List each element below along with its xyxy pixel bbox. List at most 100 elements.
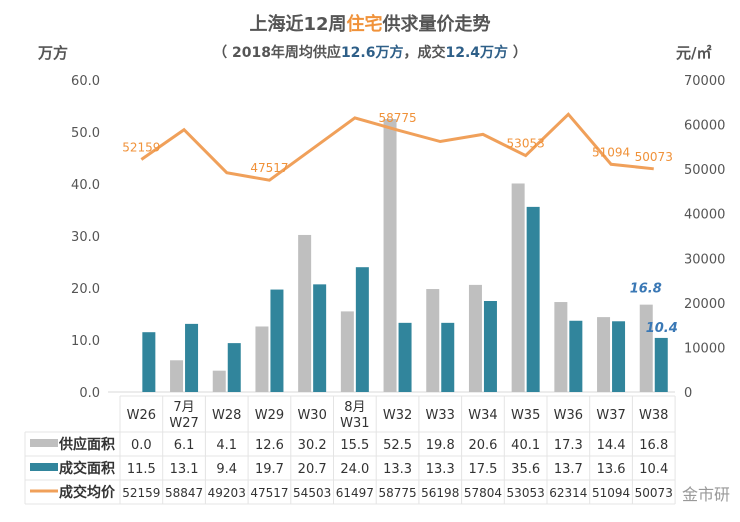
right-tick-label: 70000 <box>684 74 725 89</box>
chart-title: 上海近12周住宅供求量价走势 <box>0 10 740 36</box>
week-label: W34 <box>468 408 497 423</box>
supply-bar <box>426 289 440 392</box>
price-data-label: 52159 <box>122 141 160 155</box>
table-cell: 17.5 <box>468 462 497 477</box>
table-cell: 13.1 <box>170 462 199 477</box>
supply-bar <box>554 302 568 392</box>
subtitle-deal: 12.4万方 <box>445 45 509 61</box>
table-cell: 30.2 <box>298 438 327 453</box>
legend-label: 供应面积 <box>58 436 115 453</box>
table-cell: 52.5 <box>383 438 412 453</box>
left-tick-label: 60.0 <box>71 74 100 89</box>
deal-bar <box>185 323 199 392</box>
chart-subtitle: （ 2018年周均供应12.6万方，成交12.4万方 ） <box>0 42 740 62</box>
legend-swatch <box>30 439 58 447</box>
table-cell: 20.7 <box>298 462 327 477</box>
deal-bar <box>483 301 497 392</box>
table-cell: 4.1 <box>216 438 237 453</box>
left-tick-label: 20.0 <box>71 282 100 297</box>
legend-label: 成交均价 <box>59 484 116 501</box>
week-label: W30 <box>297 408 326 423</box>
table-cell: 15.5 <box>340 438 369 453</box>
deal-bar <box>142 332 156 392</box>
table-cell: 58775 <box>378 486 416 500</box>
table-cell: 14.4 <box>597 438 626 453</box>
price-data-label: 51094 <box>592 145 630 159</box>
table-cell: 56198 <box>421 486 459 500</box>
table-cell: 20.6 <box>468 438 497 453</box>
right-tick-label: 60000 <box>684 119 725 134</box>
price-data-label: 47517 <box>250 161 288 175</box>
table-cell: 10.4 <box>639 462 668 477</box>
supply-bar <box>340 311 354 392</box>
deal-bar <box>441 322 455 392</box>
right-tick-label: 10000 <box>684 341 725 356</box>
left-axis-unit: 万方 <box>38 44 69 62</box>
table-cell: 13.3 <box>426 462 455 477</box>
table-cell: 9.4 <box>216 462 237 477</box>
price-data-label: 50073 <box>635 150 673 164</box>
supply-bar <box>597 317 611 392</box>
week-label: W37 <box>596 408 625 423</box>
table-cell: 40.1 <box>511 438 540 453</box>
table-cell: 47517 <box>250 486 288 500</box>
table-cell: 13.6 <box>597 462 626 477</box>
week-label: W35 <box>511 408 540 423</box>
table-cell: 13.7 <box>554 462 583 477</box>
deal-bar <box>355 267 369 392</box>
table-cell: 19.7 <box>255 462 284 477</box>
table-cell: 11.5 <box>127 462 156 477</box>
legend-swatch <box>30 463 58 471</box>
title-prefix: 上海近12周 <box>249 14 347 35</box>
bar-data-label: 16.8 <box>630 282 662 297</box>
left-tick-label: 0.0 <box>79 386 100 401</box>
left-tick-label: 40.0 <box>71 178 100 193</box>
watermark: 金市研 <box>682 485 730 504</box>
deal-bar <box>569 320 583 392</box>
left-tick-label: 10.0 <box>71 334 100 349</box>
right-axis-unit: 元/㎡ <box>676 44 712 62</box>
table-cell: 51094 <box>592 486 630 500</box>
table-cell: 17.3 <box>554 438 583 453</box>
table-cell: 54503 <box>293 486 331 500</box>
supply-bar <box>170 360 184 392</box>
supply-bar <box>298 234 312 392</box>
right-tick-label: 40000 <box>684 208 725 223</box>
price-line <box>140 112 654 182</box>
subtitle-part: ，成交 <box>403 45 446 61</box>
table-cell: 19.8 <box>426 438 455 453</box>
table-cell: 13.3 <box>383 462 412 477</box>
table-cell: 52159 <box>122 486 160 500</box>
table-cell: 62314 <box>549 486 587 500</box>
deal-bar <box>398 322 412 392</box>
supply-bar <box>511 183 525 392</box>
table-cell: 58847 <box>165 486 203 500</box>
right-tick-label: 30000 <box>684 252 725 267</box>
table-cell: 53053 <box>507 486 545 500</box>
left-tick-label: 30.0 <box>71 230 100 245</box>
week-label: W28 <box>212 408 241 423</box>
week-label: W31 <box>340 416 369 431</box>
table-cell: 50073 <box>635 486 673 500</box>
deal-bar <box>227 343 241 392</box>
table-cell: 49203 <box>208 486 246 500</box>
bar-data-label: 10.4 <box>646 321 678 336</box>
deal-bar <box>612 321 626 392</box>
month-label: 7月 <box>173 400 194 415</box>
supply-bar <box>468 284 482 392</box>
legend-label: 成交面积 <box>59 460 115 477</box>
month-label: 8月 <box>344 400 365 415</box>
week-label: W32 <box>383 408 412 423</box>
week-label: W36 <box>554 408 583 423</box>
week-label: W38 <box>639 408 668 423</box>
table-cell: 16.8 <box>639 438 668 453</box>
week-label: W33 <box>426 408 455 423</box>
table-cell: 0.0 <box>131 438 152 453</box>
table-cell: 12.6 <box>255 438 284 453</box>
deal-bar <box>313 284 327 392</box>
title-highlight: 住宅 <box>346 14 383 35</box>
right-tick-label: 50000 <box>684 163 725 178</box>
title-suffix: 供求量价走势 <box>382 14 491 35</box>
